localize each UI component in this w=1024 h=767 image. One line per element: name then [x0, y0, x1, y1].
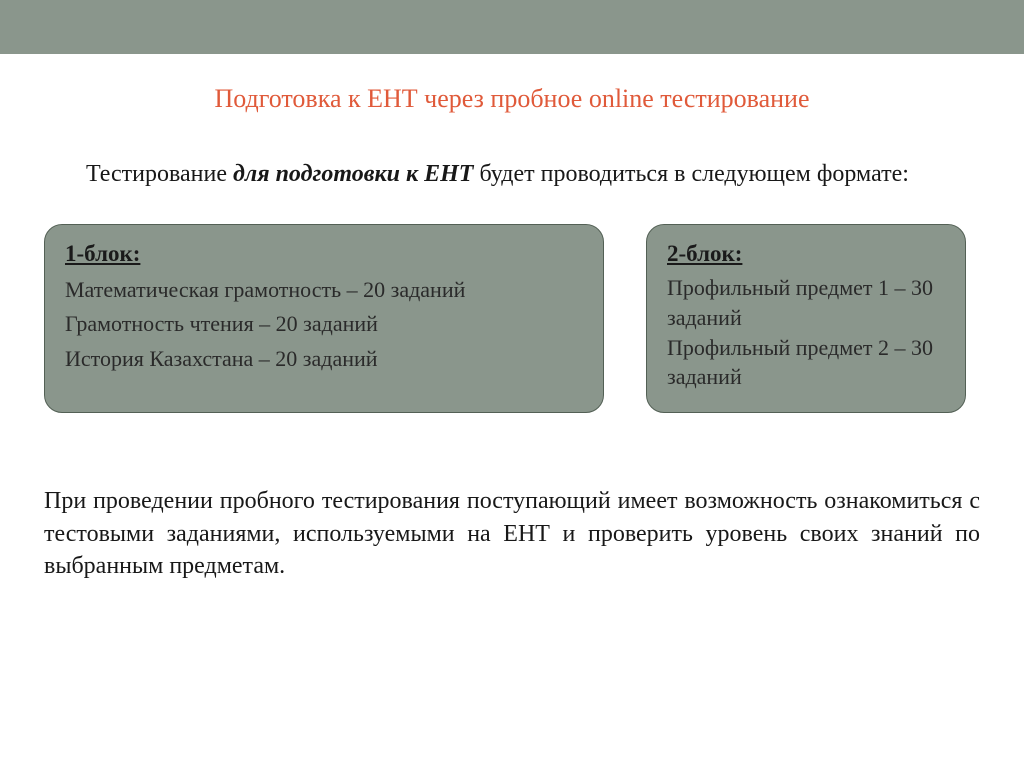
- block-1-line: История Казахстана – 20 заданий: [65, 342, 583, 376]
- intro-paragraph: Тестирование для подготовки к ЕНТ будет …: [44, 158, 980, 190]
- block-1-title: 1-блок:: [65, 241, 583, 267]
- page-title: Подготовка к ЕНТ через пробное online те…: [0, 84, 1024, 114]
- block-2-title: 2-блок:: [667, 241, 945, 267]
- intro-prefix: Тестирование: [86, 161, 227, 187]
- intro-rest: будет проводиться в следующем формате:: [473, 161, 908, 187]
- footer-paragraph: При проведении пробного тестирования пос…: [44, 485, 980, 582]
- top-bar: [0, 0, 1024, 54]
- block-2-line: Профильный предмет 1 – 30 заданий: [667, 273, 945, 332]
- block-2-line: Профильный предмет 2 – 30 заданий: [667, 333, 945, 392]
- intro-italic: для подготовки к ЕНТ: [227, 161, 473, 187]
- block-1-line: Грамотность чтения – 20 заданий: [65, 307, 583, 341]
- block-1-line: Математическая грамотность – 20 заданий: [65, 273, 583, 307]
- block-1: 1-блок: Математическая грамотность – 20 …: [44, 224, 604, 413]
- blocks-row: 1-блок: Математическая грамотность – 20 …: [44, 224, 980, 413]
- block-2: 2-блок: Профильный предмет 1 – 30 задани…: [646, 224, 966, 413]
